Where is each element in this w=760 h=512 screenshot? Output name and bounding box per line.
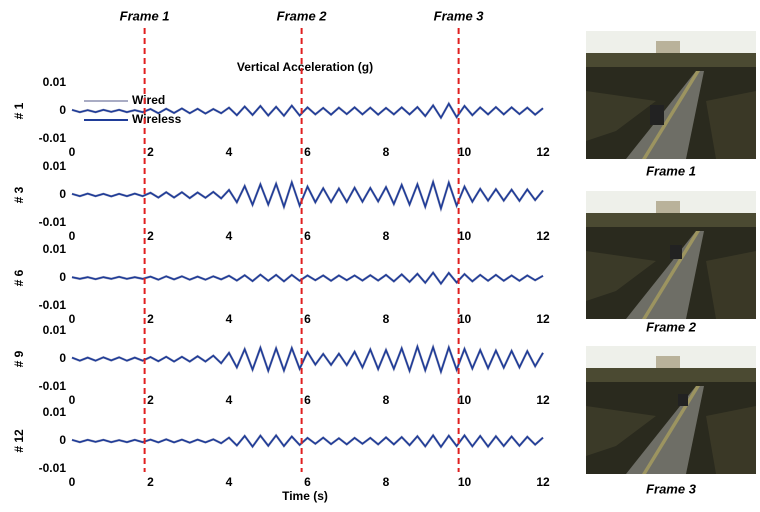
x-tick-label: 0 [69,475,76,489]
x-tick-label: 12 [536,475,550,489]
signal-line [71,102,544,120]
y-tick-label: -0.01 [39,461,67,475]
x-tick-label: 6 [304,229,311,243]
frame-label: Frame 2 [277,8,328,23]
y-tick-label: -0.01 [39,215,67,229]
panel-label: # 3 [12,186,26,203]
y-tick-label: -0.01 [39,131,67,145]
x-tick-label: 0 [69,145,76,159]
x-tick-label: 2 [147,145,154,159]
x-tick-label: 12 [536,393,550,407]
x-tick-label: 8 [383,145,390,159]
x-tick-label: 10 [458,312,472,326]
photo-caption: Frame 1 [646,163,696,178]
y-tick-label: 0 [59,270,66,284]
x-tick-label: 12 [536,145,550,159]
panel-label: # 9 [12,350,26,367]
x-axis-label: Time (s) [282,489,328,503]
signal-line [71,344,544,375]
photo [586,346,756,474]
x-tick-label: 10 [458,475,472,489]
y-tick-label: 0 [59,187,66,201]
x-tick-label: 6 [304,312,311,326]
y-tick-label: -0.01 [39,298,67,312]
signal-line [71,179,544,212]
x-tick-label: 8 [383,475,390,489]
x-tick-label: 12 [536,312,550,326]
photo-caption: Frame 2 [646,319,697,334]
x-tick-label: 8 [383,393,390,407]
x-tick-label: 4 [226,312,233,326]
legend-label: Wireless [132,112,182,126]
y-tick-label: 0 [59,351,66,365]
photo [586,191,756,319]
x-tick-label: 8 [383,312,390,326]
x-tick-label: 2 [147,312,154,326]
x-tick-label: 0 [69,229,76,243]
x-tick-label: 4 [226,229,233,243]
y-tick-label: 0.01 [43,405,67,419]
x-tick-label: 2 [147,393,154,407]
panel-label: # 1 [12,102,26,119]
y-tick-label: -0.01 [39,379,67,393]
photo [586,31,756,159]
panel-label: # 6 [12,269,26,286]
x-tick-label: 10 [458,229,472,243]
chart-title: Vertical Acceleration (g) [237,60,373,74]
signal-line [71,271,544,285]
panel-label: # 12 [12,429,26,453]
frame-label: Frame 3 [434,8,485,23]
x-tick-label: 4 [226,145,233,159]
x-tick-label: 12 [536,229,550,243]
y-tick-label: 0.01 [43,242,67,256]
x-tick-label: 4 [226,393,233,407]
y-tick-label: 0 [59,433,66,447]
y-tick-label: 0.01 [43,75,67,89]
x-tick-label: 6 [304,475,311,489]
x-tick-label: 0 [69,393,76,407]
x-tick-label: 2 [147,475,154,489]
x-tick-label: 6 [304,393,311,407]
y-tick-label: 0.01 [43,159,67,173]
x-tick-label: 6 [304,145,311,159]
x-tick-label: 10 [458,393,472,407]
x-tick-label: 2 [147,229,154,243]
frame-label: Frame 1 [120,8,170,23]
x-tick-label: 10 [458,145,472,159]
photo-caption: Frame 3 [646,481,697,496]
y-tick-label: 0 [59,103,66,117]
y-tick-label: 0.01 [43,323,67,337]
x-tick-label: 4 [226,475,233,489]
x-tick-label: 0 [69,312,76,326]
signal-line [71,434,544,449]
legend-label: Wired [132,93,165,107]
x-tick-label: 8 [383,229,390,243]
